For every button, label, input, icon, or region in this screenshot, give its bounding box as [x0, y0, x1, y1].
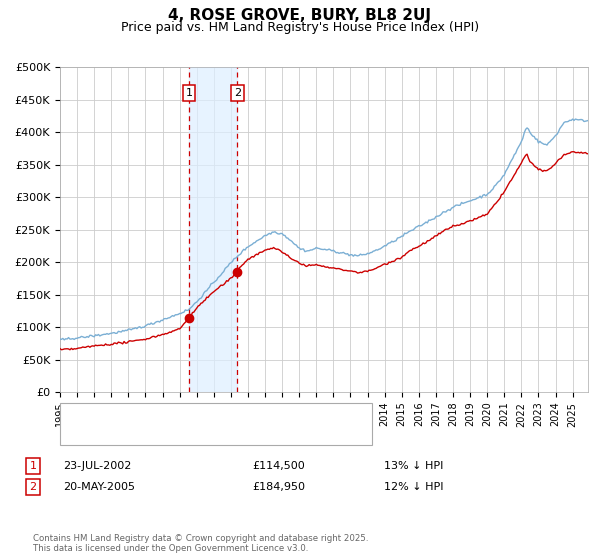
- Text: 2: 2: [29, 482, 37, 492]
- Text: ———: ———: [67, 409, 101, 419]
- Text: HPI: Average price, detached house, Bury: HPI: Average price, detached house, Bury: [90, 429, 307, 439]
- Text: 4, ROSE GROVE, BURY, BL8 2UJ (detached house): 4, ROSE GROVE, BURY, BL8 2UJ (detached h…: [90, 409, 347, 419]
- Text: 23-JUL-2002: 23-JUL-2002: [63, 461, 131, 471]
- Bar: [189, 67, 238, 392]
- Text: Price paid vs. HM Land Registry's House Price Index (HPI): Price paid vs. HM Land Registry's House …: [121, 21, 479, 34]
- Text: 1: 1: [185, 88, 193, 98]
- Text: 13% ↓ HPI: 13% ↓ HPI: [384, 461, 443, 471]
- Text: 12% ↓ HPI: 12% ↓ HPI: [384, 482, 443, 492]
- Text: 2: 2: [234, 88, 241, 98]
- Text: 1: 1: [29, 461, 37, 471]
- Text: Contains HM Land Registry data © Crown copyright and database right 2025.
This d: Contains HM Land Registry data © Crown c…: [33, 534, 368, 553]
- Text: ———: ———: [67, 429, 101, 439]
- Text: £184,950: £184,950: [252, 482, 305, 492]
- Text: 20-MAY-2005: 20-MAY-2005: [63, 482, 135, 492]
- Text: £114,500: £114,500: [252, 461, 305, 471]
- Text: 4, ROSE GROVE, BURY, BL8 2UJ: 4, ROSE GROVE, BURY, BL8 2UJ: [169, 8, 431, 24]
